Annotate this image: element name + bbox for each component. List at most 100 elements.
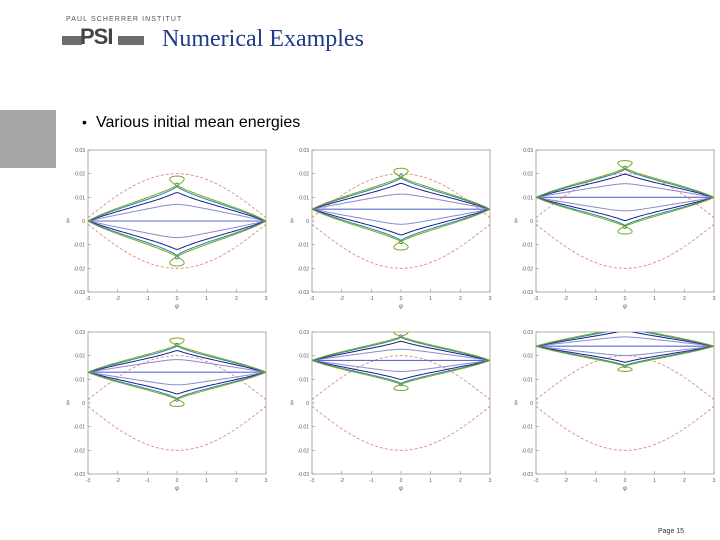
plot-curves xyxy=(312,167,490,269)
bullet-item: • Various initial mean energies xyxy=(82,114,300,132)
x-tick-label: -1 xyxy=(369,296,374,302)
chart-svg: -3 -2 -1 0 1 2 3 -0.03 -0.02 -0.01 0 0.01 0.02 0.03 φ δ xyxy=(66,148,268,310)
x-tick-label: -1 xyxy=(593,296,598,302)
psi-logo: PAUL SCHERRER INSTITUT PSI xyxy=(62,16,181,52)
teal-curve xyxy=(88,342,266,402)
y-axis-label: δ xyxy=(290,219,294,225)
x-tick-label: 3 xyxy=(713,478,716,484)
x-tick-label: 2 xyxy=(459,296,462,302)
phase-space-plot-5: -3 -2 -1 0 1 2 3 -0.03 -0.02 -0.01 0 0.01 0.02 0.03 φ δ xyxy=(286,328,496,492)
y-tick-label: -0.03 xyxy=(522,290,534,296)
chart-svg: -3 -2 -1 0 1 2 3 -0.03 -0.02 -0.01 0 0.01 0.02 0.03 φ δ xyxy=(290,330,491,492)
x-tick-label: -2 xyxy=(339,478,344,484)
lavender-curve xyxy=(88,203,266,239)
lavender-curve xyxy=(312,193,490,225)
y-tick-label: -0.01 xyxy=(298,425,310,431)
y-tick-label: -0.02 xyxy=(522,266,534,272)
y-tick-label: -0.02 xyxy=(522,448,534,454)
x-tick-label: 0 xyxy=(176,478,179,484)
x-tick-label: -2 xyxy=(563,296,568,302)
navy-curve xyxy=(88,350,266,395)
y-tick-label: 0.03 xyxy=(299,330,309,336)
x-tick-label: 1 xyxy=(429,478,432,484)
x-tick-label: 0 xyxy=(176,296,179,302)
x-tick-label: 2 xyxy=(683,478,686,484)
x-tick-label: 2 xyxy=(683,296,686,302)
x-tick-label: 3 xyxy=(713,296,716,302)
plot-curves xyxy=(536,160,714,269)
x-axis-label: φ xyxy=(623,486,627,492)
x-tick-label: 3 xyxy=(265,478,268,484)
phase-space-plot-3: -3 -2 -1 0 1 2 3 -0.03 -0.02 -0.01 0 0.01 0.02 0.03 φ δ xyxy=(510,146,720,310)
phase-space-plot-4: -3 -2 -1 0 1 2 3 -0.03 -0.02 -0.01 0 0.01 0.02 0.03 φ δ xyxy=(62,328,272,492)
separatrix-lower xyxy=(312,405,490,451)
x-tick-label: -2 xyxy=(563,478,568,484)
navy-curve xyxy=(536,332,714,363)
olive-curve xyxy=(536,160,714,235)
logo-mark: PSI xyxy=(80,24,113,49)
y-tick-label: 0.02 xyxy=(75,172,85,178)
x-tick-label: -3 xyxy=(86,478,91,484)
logo-bar-left xyxy=(62,36,82,45)
x-tick-label: 2 xyxy=(235,478,238,484)
x-tick-label: 1 xyxy=(653,478,656,484)
bullet-dot-icon: • xyxy=(82,114,87,130)
teal-curve xyxy=(536,332,714,368)
x-tick-label: 1 xyxy=(205,296,208,302)
x-tick-label: 3 xyxy=(489,296,492,302)
y-axis-label: δ xyxy=(290,401,294,407)
teal-curve xyxy=(312,174,490,245)
phase-space-plot-2: -3 -2 -1 0 1 2 3 -0.03 -0.02 -0.01 0 0.01 0.02 0.03 φ δ xyxy=(286,146,496,310)
x-tick-label: -3 xyxy=(534,478,539,484)
x-axis-label: φ xyxy=(175,486,179,492)
y-tick-label: 0 xyxy=(82,219,85,225)
separatrix-lower xyxy=(88,405,266,451)
y-tick-label: -0.03 xyxy=(74,472,86,478)
y-tick-label: -0.01 xyxy=(74,243,86,249)
x-tick-label: 0 xyxy=(624,478,627,484)
lavender-curve xyxy=(536,183,714,212)
separatrix-lower xyxy=(536,405,714,451)
x-axis-label: φ xyxy=(399,304,403,310)
x-tick-label: -3 xyxy=(310,478,315,484)
teal-curve xyxy=(312,334,490,387)
y-tick-label: 0.03 xyxy=(75,148,85,154)
plot-curves xyxy=(312,332,490,451)
olive-curve xyxy=(88,337,266,407)
y-tick-label: 0 xyxy=(530,219,533,225)
x-tick-label: -3 xyxy=(86,296,91,302)
olive-curve xyxy=(536,332,714,372)
y-axis-label: δ xyxy=(66,219,70,225)
page-number: Page 15 xyxy=(658,528,685,535)
olive-curve xyxy=(312,332,490,391)
chart-svg: -3 -2 -1 0 1 2 3 -0.03 -0.02 -0.01 0 0.01 0.02 0.03 φ δ xyxy=(514,148,716,310)
x-tick-label: 2 xyxy=(459,478,462,484)
x-tick-label: 2 xyxy=(235,296,238,302)
navy-curve xyxy=(536,173,714,221)
x-axis-label: φ xyxy=(623,304,627,310)
y-tick-label: -0.02 xyxy=(298,266,310,272)
separatrix-upper xyxy=(88,173,266,219)
x-tick-label: -1 xyxy=(593,478,598,484)
x-tick-label: 1 xyxy=(653,296,656,302)
separatrix-upper xyxy=(312,355,490,401)
y-tick-label: -0.02 xyxy=(74,448,86,454)
y-tick-label: -0.03 xyxy=(298,290,310,296)
navy-curve xyxy=(88,192,266,250)
y-axis-label: δ xyxy=(514,401,518,407)
chart-svg: -3 -2 -1 0 1 2 3 -0.03 -0.02 -0.01 0 0.01 0.02 0.03 φ δ xyxy=(514,330,716,492)
y-tick-label: -0.01 xyxy=(74,425,86,431)
y-tick-label: 0.01 xyxy=(75,195,85,201)
plot-frame xyxy=(311,149,491,293)
y-tick-label: -0.01 xyxy=(522,243,534,249)
olive-curve xyxy=(312,167,490,251)
y-tick-label: -0.03 xyxy=(298,472,310,478)
x-tick-label: -3 xyxy=(534,296,539,302)
separatrix-lower xyxy=(312,223,490,269)
y-tick-label: -0.03 xyxy=(74,290,86,296)
y-tick-label: -0.02 xyxy=(298,448,310,454)
chart-svg: -3 -2 -1 0 1 2 3 -0.03 -0.02 -0.01 0 0.01 0.02 0.03 φ δ xyxy=(66,330,268,492)
y-tick-label: 0 xyxy=(82,401,85,407)
x-tick-label: 3 xyxy=(265,296,268,302)
navy-curve xyxy=(312,182,490,236)
